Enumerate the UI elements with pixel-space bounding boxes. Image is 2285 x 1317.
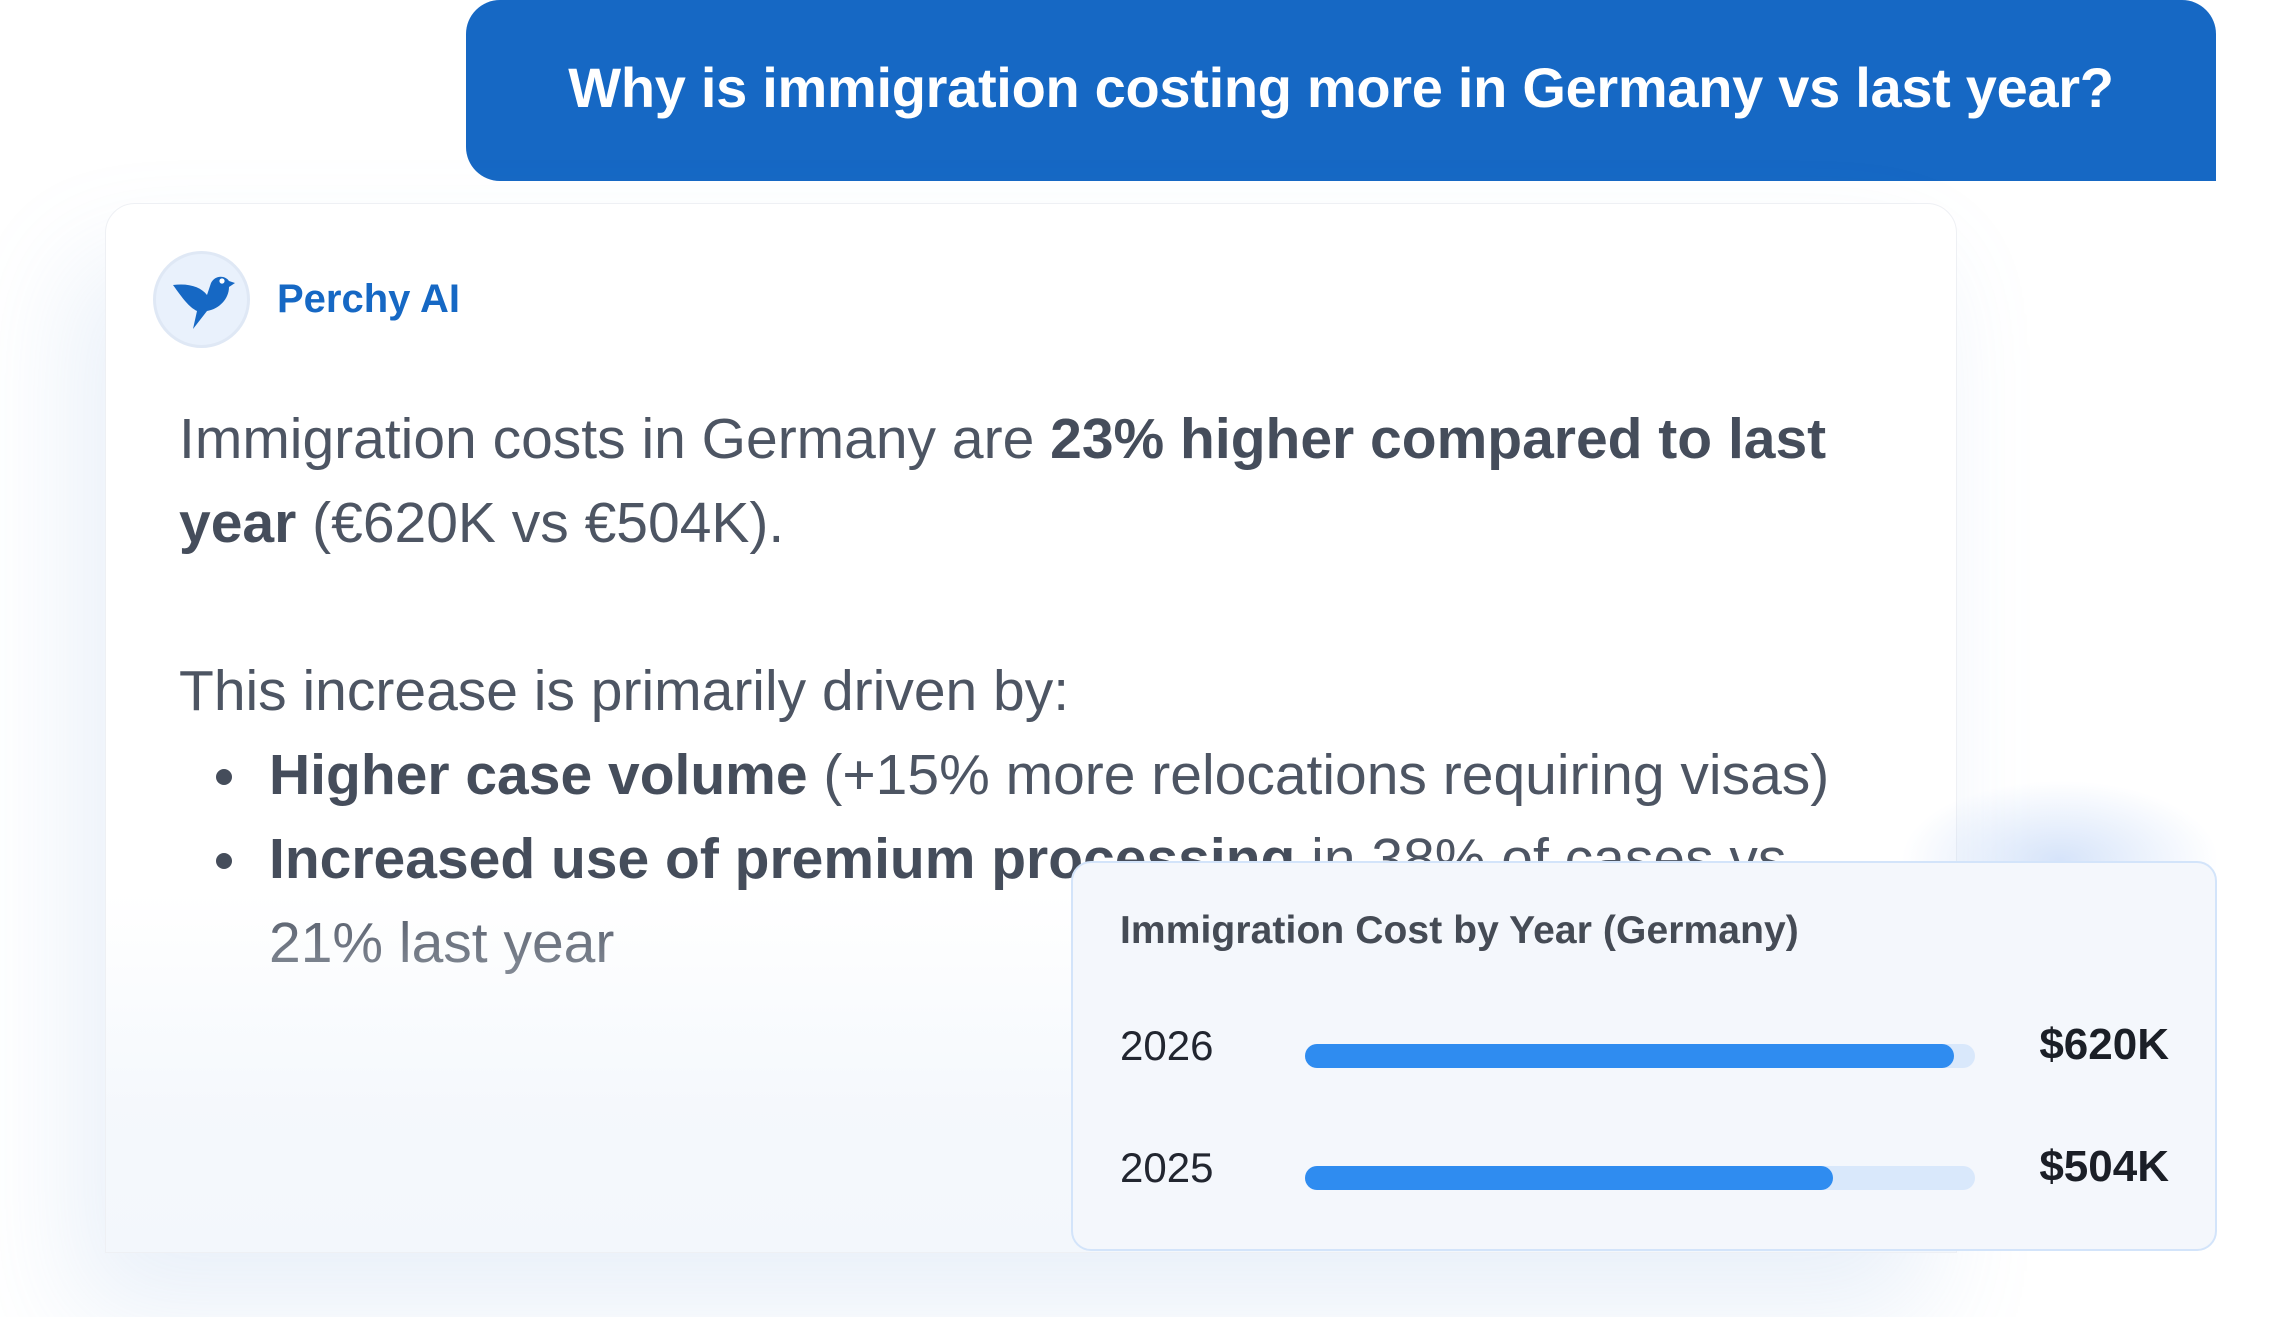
chart-row-2025: 2025 $504K xyxy=(1073,1140,2215,1200)
bar-track xyxy=(1305,1044,1975,1068)
summary-intro: Immigration costs in Germany are xyxy=(179,407,1051,471)
user-message-bubble: Why is immigration costing more in Germa… xyxy=(466,0,2216,181)
list-item: Higher case volume (+15% more relocation… xyxy=(179,733,1879,817)
bar-value-label: $620K xyxy=(2039,1020,2169,1069)
bird-logo-icon xyxy=(153,251,250,348)
driver-detail: (+15% more relocations requiring visas) xyxy=(807,743,1830,807)
summary-paragraph: Immigration costs in Germany are 23% hig… xyxy=(179,397,1879,565)
assistant-name: Perchy AI xyxy=(277,277,461,321)
chart-title: Immigration Cost by Year (Germany) xyxy=(1120,909,1799,952)
cost-chart-card: Immigration Cost by Year (Germany) 2026 … xyxy=(1071,861,2217,1251)
chart-row-2026: 2026 $620K xyxy=(1073,1018,2215,1078)
bar-2026 xyxy=(1305,1044,1955,1068)
driver-title: Higher case volume xyxy=(269,743,808,807)
summary-highlight: 23% higher compared to last year xyxy=(179,407,1827,555)
assistant-header: Perchy AI xyxy=(153,251,460,348)
bar-category-label: 2026 xyxy=(1120,1022,1214,1069)
bar-track xyxy=(1305,1166,1975,1190)
drivers-heading: This increase is primarily driven by: xyxy=(179,659,1070,723)
bar-2025 xyxy=(1305,1166,1833,1190)
bar-category-label: 2025 xyxy=(1120,1144,1214,1191)
bar-value-label: $504K xyxy=(2039,1142,2169,1191)
user-message-text: Why is immigration costing more in Germa… xyxy=(568,56,2114,119)
summary-comparison: (€620K vs €504K). xyxy=(296,491,785,555)
